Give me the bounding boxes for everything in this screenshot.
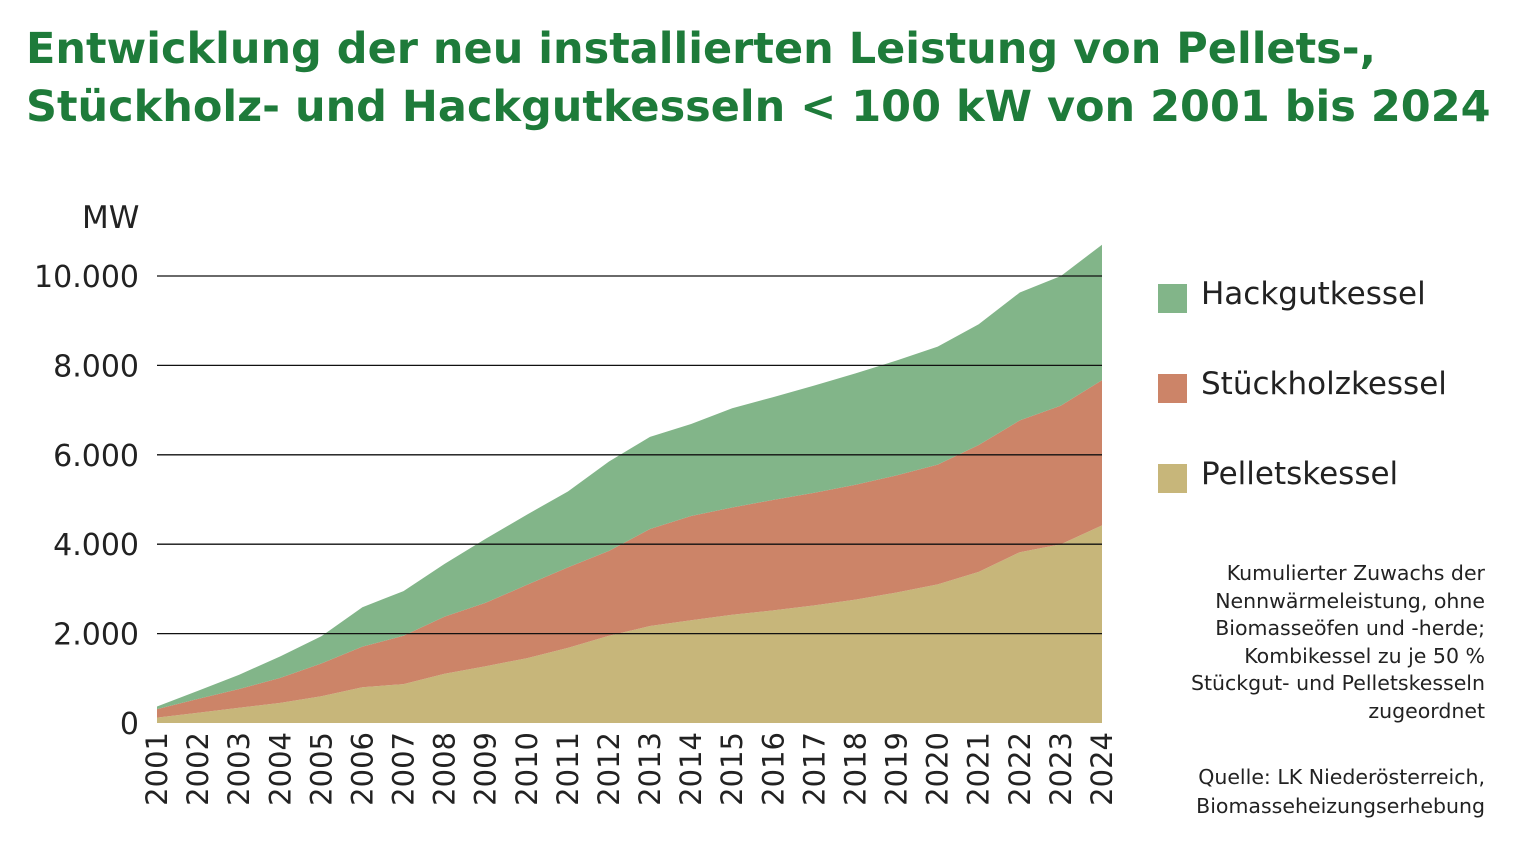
footnote-line: zugeordnet: [1368, 698, 1485, 723]
x-tick-label: 2016: [756, 732, 790, 806]
y-tick-label: 6.000: [53, 439, 139, 474]
footnote-line: Biomasseöfen und -herde;: [1215, 616, 1485, 640]
x-tick-label: 2006: [345, 732, 379, 806]
x-tick-label: 2022: [1003, 732, 1037, 806]
x-tick-label: 2019: [880, 732, 914, 806]
x-axis: 2001 2002 2003 2004 2005 2006 2007 2008 2009 2010…: [140, 732, 1119, 806]
footnote-line: Kumulierter Zuwachs der: [1226, 561, 1485, 585]
grid-layer: [157, 275, 1102, 635]
x-tick-label: 2015: [715, 732, 749, 806]
x-tick-label: 2009: [469, 732, 503, 806]
x-tick-label: 2003: [222, 732, 256, 806]
x-tick-label: 2001: [140, 732, 174, 806]
areas-layer: [157, 244, 1102, 723]
footnote-line: Stückgut- und Pelletskesseln: [1190, 671, 1485, 695]
y-axis-unit-label: MW: [82, 200, 139, 236]
source-line: Quelle: LK Niederösterreich,: [1198, 765, 1485, 789]
x-tick-label: 2014: [674, 732, 708, 806]
y-tick-label: 2.000: [53, 618, 139, 653]
y-axis: 0 2.000 4.000 6.000 8.000 10.000: [34, 260, 139, 742]
x-tick-label: 2021: [962, 732, 996, 806]
y-tick-label: 4.000: [53, 528, 139, 563]
chart-title: Entwicklung der neu installierten Leistu…: [26, 20, 1506, 136]
source-note: Quelle: LK Niederösterreich, Biomassehei…: [1145, 763, 1485, 821]
x-tick-label: 2004: [263, 732, 297, 806]
x-tick-label: 2002: [181, 732, 215, 806]
chart-title-line-2: Stückholz- und Hackgutkesseln < 100 kW v…: [26, 82, 1491, 132]
x-tick-label: 2023: [1044, 732, 1078, 806]
x-tick-label: 2017: [797, 732, 831, 806]
area-hackgutkessel: [157, 244, 1102, 710]
x-tick-label: 2011: [551, 732, 585, 806]
chart-title-line-1: Entwicklung der neu installierten Leistu…: [26, 24, 1376, 74]
x-tick-label: 2008: [428, 732, 462, 806]
legend-label-hackgutkessel: Hackgutkessel: [1201, 276, 1426, 312]
x-tick-label: 2010: [510, 732, 544, 806]
x-tick-label: 2013: [633, 732, 667, 806]
x-tick-label: 2005: [304, 732, 338, 806]
x-tick-label: 2018: [838, 732, 872, 806]
legend-swatch-hackgutkessel: [1158, 284, 1187, 313]
footnote-line: Kombikessel zu je 50 %: [1244, 643, 1485, 668]
x-tick-label: 2024: [1085, 732, 1119, 806]
legend-swatch-stueckholzkessel: [1158, 374, 1187, 403]
footnote-line: Nennwärmeleistung, ohne: [1215, 588, 1485, 613]
x-tick-label: 2007: [387, 732, 421, 806]
area-stueckholzkessel: [157, 380, 1102, 718]
y-tick-label: 10.000: [34, 260, 139, 295]
y-tick-label: 0: [120, 707, 139, 742]
legend-label-stueckholzkessel: Stückholzkessel: [1201, 366, 1447, 402]
x-tick-label: 2020: [921, 732, 955, 806]
footnote: Kumulierter Zuwachs der Nennwärmeleistun…: [1145, 560, 1485, 725]
area-pelletskessel: [157, 525, 1102, 723]
legend-label-pelletskessel: Pelletskessel: [1201, 456, 1399, 492]
y-tick-label: 8.000: [53, 349, 139, 384]
x-tick-label: 2012: [592, 732, 626, 806]
source-line: Biomasseheizungserhebung: [1196, 794, 1485, 818]
legend-swatch-pelletskessel: [1158, 464, 1187, 493]
